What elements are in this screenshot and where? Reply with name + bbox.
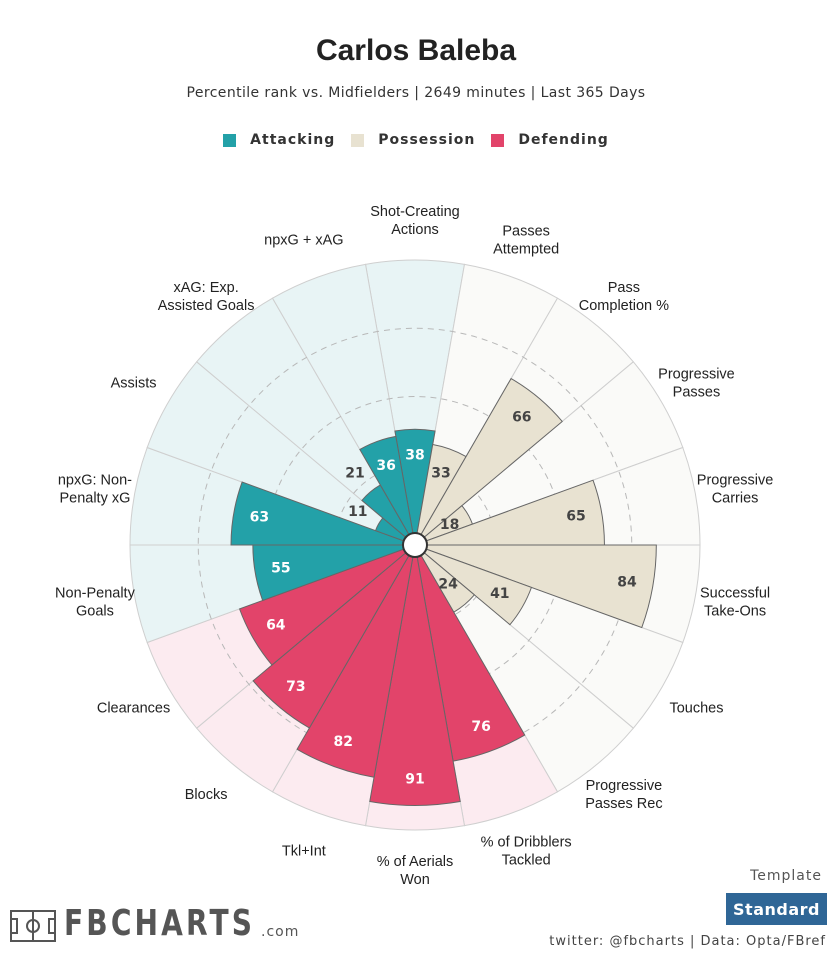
legend-item-attacking: Attacking bbox=[223, 132, 335, 148]
legend-label-possession: Possession bbox=[378, 132, 476, 148]
pitch-icon bbox=[10, 910, 56, 942]
value-label-progressive-passes-rec: 24 bbox=[438, 576, 458, 592]
metric-label-shot-creating-actions: Shot-Creating Actions bbox=[370, 204, 459, 238]
legend-label-attacking: Attacking bbox=[250, 132, 336, 148]
legend-swatch-possession bbox=[351, 133, 365, 147]
value-label-blocks: 73 bbox=[286, 679, 305, 695]
value-label-progressive-carries: 65 bbox=[566, 509, 585, 525]
metric-label-xag-exp-assisted-goals: xAG: Exp. Assisted Goals bbox=[158, 280, 255, 314]
metric-label-successful-take-ons: Successful Take-Ons bbox=[700, 585, 770, 619]
chart-subtitle: Percentile rank vs. Midfielders | 2649 m… bbox=[186, 85, 646, 101]
metric-label-touches: Touches bbox=[669, 701, 723, 717]
metric-label-progressive-passes: Progressive Passes bbox=[658, 367, 735, 401]
value-label-assists: 11 bbox=[348, 504, 367, 520]
logo-text: FBCHARTS bbox=[64, 903, 256, 944]
value-label-pass-completion: 66 bbox=[512, 410, 531, 426]
metric-label-blocks: Blocks bbox=[185, 787, 228, 803]
metric-label-passes-attempted: Passes Attempted bbox=[493, 224, 559, 258]
metric-label-progressive-passes-rec: Progressive Passes Rec bbox=[585, 778, 662, 812]
value-label-xag-exp-assisted-goals: 21 bbox=[345, 466, 364, 482]
center-hub bbox=[402, 532, 428, 558]
legend: Attacking Possession Defending bbox=[0, 132, 832, 148]
legend-swatch-attacking bbox=[223, 133, 237, 147]
metric-label-pass-completion: Pass Completion % bbox=[579, 280, 669, 314]
value-label-touches: 41 bbox=[490, 586, 509, 602]
value-label-of-aerials-won: 91 bbox=[405, 771, 424, 787]
metric-label-assists: Assists bbox=[111, 376, 157, 392]
value-label-of-dribblers-tackled: 76 bbox=[471, 719, 490, 735]
chart-title: Carlos Baleba bbox=[315, 34, 517, 67]
metric-label-progressive-carries: Progressive Carries bbox=[697, 473, 774, 507]
legend-swatch-defending bbox=[491, 133, 505, 147]
legend-item-possession: Possession bbox=[351, 132, 475, 148]
credits: twitter: @fbcharts | Data: Opta/FBref bbox=[549, 934, 826, 949]
metric-label-tkl-int: Tkl+Int bbox=[282, 843, 326, 859]
value-label-passes-attempted: 33 bbox=[431, 465, 450, 481]
template-label: Template bbox=[750, 868, 822, 884]
metric-label-non-penalty-goals: Non-Penalty Goals bbox=[55, 585, 136, 619]
metric-label-clearances: Clearances bbox=[97, 701, 170, 717]
value-label-progressive-passes: 18 bbox=[440, 517, 459, 533]
template-button[interactable]: Standard bbox=[726, 893, 827, 925]
metric-label-of-dribblers-tackled: % of Dribblers Tackled bbox=[481, 834, 572, 868]
value-label-tkl-int: 82 bbox=[333, 734, 352, 750]
legend-item-defending: Defending bbox=[491, 132, 608, 148]
metric-label-npxg-non-penalty-xg: npxG: Non-Penalty xG bbox=[58, 473, 132, 507]
value-label-non-penalty-goals: 55 bbox=[271, 561, 290, 577]
value-label-npxg-non-penalty-xg: 63 bbox=[250, 510, 269, 526]
value-label-shot-creating-actions: 38 bbox=[405, 447, 424, 463]
logo-suffix: .com bbox=[261, 924, 300, 940]
legend-label-defending: Defending bbox=[518, 132, 609, 148]
metric-label-of-aerials-won: % of Aerials Won bbox=[377, 854, 454, 888]
value-label-successful-take-ons: 84 bbox=[617, 574, 637, 590]
value-label-clearances: 64 bbox=[266, 617, 286, 633]
fbcharts-logo: FBCHARTS .com bbox=[10, 906, 299, 942]
metric-label-npxg-xag: npxG + xAG bbox=[264, 233, 343, 249]
value-label-npxg-xag: 36 bbox=[376, 458, 395, 474]
